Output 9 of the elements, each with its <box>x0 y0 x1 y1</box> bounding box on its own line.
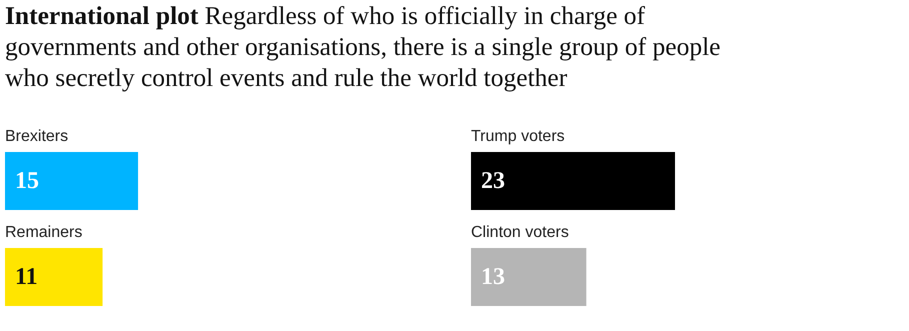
y-tick-label: Trump voters <box>471 128 565 145</box>
data-label: 11 <box>15 264 38 290</box>
y-tick-label: Remainers <box>5 224 82 241</box>
data-label: 13 <box>481 264 505 290</box>
data-label: 15 <box>15 168 39 194</box>
y-tick-label: Brexiters <box>5 128 68 145</box>
y-tick-label: Clinton voters <box>471 224 569 241</box>
data-label: 23 <box>481 168 505 194</box>
chart-title: International plot <box>5 1 198 30</box>
